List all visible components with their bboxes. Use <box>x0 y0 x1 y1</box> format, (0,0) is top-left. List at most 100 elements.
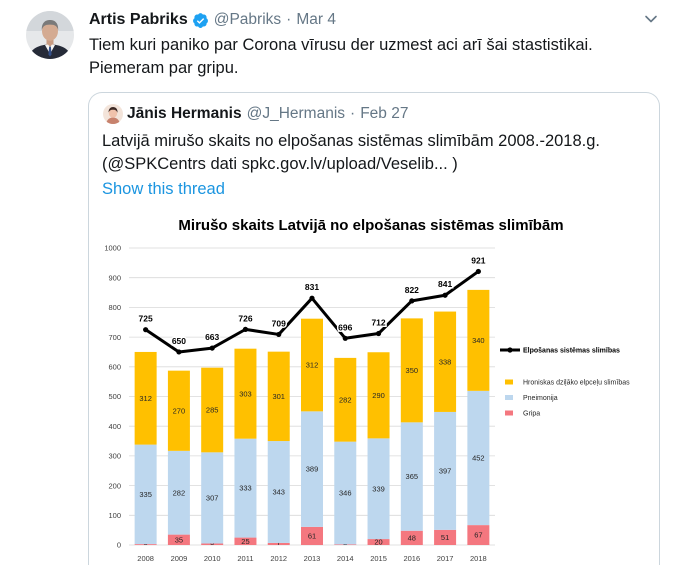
header-separator: · <box>286 11 292 28</box>
line-point-2010 <box>209 345 215 351</box>
segment-label-hroniskas-2008: 312 <box>139 394 152 403</box>
bar-segment-hroniskas-2018 <box>467 289 490 391</box>
segment-label-pneimonija-2010: 307 <box>206 494 219 503</box>
avatar[interactable] <box>26 11 74 59</box>
y-tick-label-400: 400 <box>108 422 121 431</box>
bar-segment-hroniskas-2015 <box>367 352 390 439</box>
segment-label-gripa-2013: 61 <box>308 532 316 541</box>
x-tick-label-2010: 2010 <box>204 554 221 563</box>
legend-label-hroniskas: Hroniskas dziļāko elpceļu slimības <box>523 380 630 387</box>
segment-label-gripa-2018: 67 <box>474 531 482 540</box>
segment-label-gripa-2015: 20 <box>374 538 382 547</box>
quoted-header-separator: · <box>350 105 356 122</box>
show-thread-link[interactable]: Show this thread <box>102 180 225 198</box>
segment-label-gripa-2017: 51 <box>441 533 449 542</box>
more-menu-button[interactable] <box>644 12 658 26</box>
chart-svg: Mirušo skaits Latvijā no elpošanas sistē… <box>104 217 630 563</box>
bar-segment-hroniskas-2016 <box>400 318 423 423</box>
chart[interactable]: Mirušo skaits Latvijā no elpošanas sistē… <box>89 205 659 565</box>
segment-label-pneimonija-2015: 339 <box>372 484 385 493</box>
y-tick-label-500: 500 <box>108 392 121 401</box>
author-handle[interactable]: @Pabriks <box>213 11 282 28</box>
bar-segment-pneimonija-2010 <box>201 452 224 544</box>
segment-label-pneimonija-2009: 282 <box>173 488 186 497</box>
bar-segment-hroniskas-2014 <box>334 357 357 442</box>
line-value-label-2013: 831 <box>305 282 319 292</box>
bar-segment-gripa-2011 <box>234 537 257 545</box>
quoted-author-handle: @J_Hermanis <box>246 105 346 122</box>
bar-segment-pneimonija-2008 <box>134 444 157 545</box>
tweet-text: Tiem kuri paniko par Corona vīrusu der u… <box>89 34 593 80</box>
legend-swatch-hroniskas <box>505 379 513 385</box>
line-point-2017 <box>442 292 448 298</box>
segment-label-gripa-2009: 35 <box>175 535 183 544</box>
quoted-author-avatar[interactable] <box>103 104 123 124</box>
segment-label-hroniskas-2016: 350 <box>406 366 419 375</box>
segment-label-gripa-2011: 25 <box>241 537 249 546</box>
line-value-label-2017: 841 <box>438 279 452 289</box>
bar-segment-gripa-2010 <box>201 543 224 545</box>
bar-segment-pneimonija-2016 <box>400 422 423 531</box>
segment-label-pneimonija-2017: 397 <box>439 466 452 475</box>
line-point-2009 <box>176 349 182 355</box>
x-tick-label-2008: 2008 <box>137 554 154 563</box>
segment-label-hroniskas-2017: 338 <box>439 357 452 366</box>
tweet-header: Artis Pabriks @Pabriks · Mar 4 <box>89 9 336 31</box>
bar-segment-pneimonija-2014 <box>334 441 357 545</box>
line-value-label-2011: 726 <box>238 313 252 323</box>
verified-badge-icon <box>192 12 208 28</box>
y-tick-label-100: 100 <box>108 511 121 520</box>
segment-label-pneimonija-2014: 346 <box>339 489 352 498</box>
segment-label-pneimonija-2011: 333 <box>239 484 252 493</box>
quoted-tweet-header: Jānis Hermanis @J_Hermanis · Feb 27 <box>127 103 408 125</box>
segment-label-gripa-2016: 48 <box>408 533 416 542</box>
bar-segment-gripa-2016 <box>400 530 423 545</box>
bar-segment-gripa-2018 <box>467 525 490 545</box>
segment-label-hroniskas-2014: 282 <box>339 395 352 404</box>
quoted-tweet-date: Feb 27 <box>360 105 409 122</box>
segment-label-hroniskas-2010: 285 <box>206 406 219 415</box>
y-tick-label-900: 900 <box>108 273 121 282</box>
line-point-2012 <box>276 331 282 338</box>
bar-segment-pneimonija-2012 <box>267 441 290 543</box>
legend-label-pneimonija: Pneimonija <box>523 395 558 402</box>
x-tick-label-2018: 2018 <box>470 554 487 563</box>
line-value-label-2014: 696 <box>338 322 352 332</box>
bar-segment-pneimonija-2013 <box>301 411 323 527</box>
quoted-tweet-card[interactable]: Jānis Hermanis @J_Hermanis · Feb 27 Latv… <box>88 92 660 565</box>
author-portrait <box>26 11 74 59</box>
line-value-label-2016: 822 <box>405 285 419 295</box>
segment-label-hroniskas-2009: 270 <box>173 406 186 415</box>
legend-swatch-gripa <box>505 410 513 416</box>
segment-label-pneimonija-2016: 365 <box>406 472 419 481</box>
y-tick-label-600: 600 <box>108 363 121 372</box>
line-point-2014 <box>342 335 348 341</box>
author-name[interactable]: Artis Pabriks <box>89 11 188 28</box>
bar-segment-gripa-2013 <box>301 526 323 545</box>
y-tick-label-1000: 1000 <box>104 244 121 253</box>
bar-segment-gripa-2008 <box>134 544 157 545</box>
bar-segment-gripa-2009 <box>167 534 190 545</box>
quoted-tweet-text: Latvijā mirušo skaits no elpošanas sistē… <box>102 130 600 176</box>
bar-segment-gripa-2012 <box>267 542 290 545</box>
line-value-label-2008: 725 <box>139 314 153 324</box>
tweet-date-link[interactable]: Mar 4 <box>296 11 336 28</box>
line-point-2008 <box>143 327 149 333</box>
x-tick-label-2009: 2009 <box>171 554 188 563</box>
legend-swatch-pneimonija <box>505 395 513 400</box>
y-tick-label-200: 200 <box>108 481 121 490</box>
quoted-text-line: (@SPKCentrs dati spkc.gov.lv/upload/Vese… <box>102 155 458 173</box>
segment-label-hroniskas-2018: 340 <box>472 336 485 345</box>
line-point-2018 <box>475 268 481 275</box>
line-point-2015 <box>375 330 382 337</box>
line-point-2011 <box>242 326 249 332</box>
line-point-2016 <box>409 298 415 304</box>
legend-label-elposanas: Elpošanas sistēmas slimības <box>523 348 620 355</box>
line-value-label-2012: 709 <box>272 318 286 328</box>
bar-segment-pneimonija-2011 <box>234 438 257 538</box>
legend-label-gripa: Gripa <box>523 411 540 418</box>
bar-segment-hroniskas-2009 <box>167 370 190 451</box>
bar-segment-pneimonija-2009 <box>167 450 190 535</box>
bar-segment-pneimonija-2018 <box>467 390 490 526</box>
